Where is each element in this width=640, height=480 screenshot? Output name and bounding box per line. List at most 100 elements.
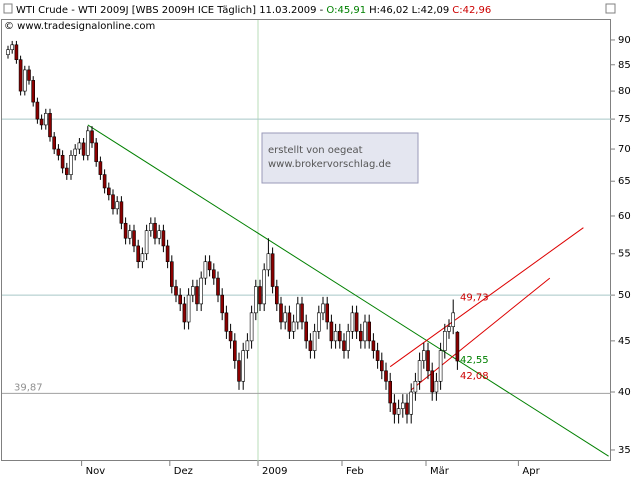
candle-body [354, 312, 359, 332]
candle-body [392, 402, 397, 415]
y-tick-label: 90 [618, 35, 631, 46]
candle-body [447, 326, 451, 332]
candle-body [77, 142, 82, 150]
candle-body [329, 321, 334, 342]
x-tick-label: Apr [522, 466, 540, 477]
ohlc-low: L:42,09 [412, 5, 450, 16]
level-label: 42,08 [460, 371, 489, 382]
candle-body [52, 136, 57, 150]
candle-body [140, 253, 145, 263]
candle-body [195, 286, 199, 305]
candle-body [86, 130, 90, 156]
candle-body [438, 350, 443, 382]
candle-body [337, 331, 342, 342]
trendline [410, 277, 551, 391]
plot-frame [1, 19, 611, 461]
candle-body [342, 340, 346, 351]
candle-body [451, 312, 456, 327]
candle-body [69, 154, 73, 175]
candle-body [233, 340, 237, 361]
candle-body [10, 44, 14, 51]
candle-body [65, 167, 69, 175]
candle-body [409, 391, 414, 415]
candle-body [199, 277, 203, 305]
candle-body [295, 303, 300, 323]
candle-body [426, 350, 430, 372]
candle-body [316, 312, 321, 332]
candle-body [56, 148, 61, 156]
candle-body [170, 261, 174, 287]
support-label: 39,87 [14, 382, 43, 393]
candle-body [249, 312, 254, 342]
candle-body [333, 331, 338, 342]
candle-body [94, 142, 98, 162]
candle-body [203, 261, 208, 279]
copyright: © www.tradesignalonline.com [4, 21, 155, 32]
candle-body [358, 331, 363, 342]
candle-body [274, 286, 279, 305]
icon [605, 3, 616, 14]
y-tick-label: 70 [618, 144, 631, 155]
candle-body [149, 222, 153, 231]
candle-body [27, 69, 31, 81]
y-tick-label: 55 [618, 249, 631, 260]
y-tick-label: 50 [618, 290, 631, 301]
level-label: 49,73 [460, 292, 489, 303]
candle-body [43, 113, 48, 126]
candle-body [388, 380, 393, 404]
candle-body [346, 331, 351, 351]
candle-body [384, 370, 388, 382]
candle-body [18, 59, 23, 92]
candle-body [308, 340, 313, 351]
candle-body [455, 331, 460, 362]
level-label: 42,55 [460, 355, 489, 366]
y-tick-label: 60 [618, 211, 631, 222]
candle-body [254, 286, 258, 314]
candle-body [191, 286, 195, 296]
candle-body [6, 49, 10, 55]
candle-body [123, 222, 128, 239]
ohlc-open: O:45,91 [326, 5, 366, 16]
x-tick-label: 2009 [262, 466, 287, 477]
candle-body [266, 253, 271, 271]
candle-body [279, 303, 283, 323]
y-tick-label: 45 [618, 336, 631, 347]
annotation-text: www.brokervorschlag.de [268, 159, 391, 170]
annotation-box [261, 132, 419, 184]
candle-body [224, 312, 229, 332]
candle-body [350, 312, 355, 332]
candle-body [442, 331, 447, 351]
candle-body [39, 118, 44, 126]
y-tick-label: 65 [618, 176, 631, 187]
title-text: WTI Crude - WTI 2009J [WBS 2009H ICE Täg… [16, 5, 326, 16]
icon [3, 3, 13, 14]
candle-body [371, 340, 376, 351]
candle-body [245, 340, 250, 351]
candle-body [421, 350, 426, 361]
candle-body [363, 321, 367, 342]
candle-body [270, 253, 275, 287]
candle-body [241, 350, 245, 382]
candle-body [90, 130, 94, 144]
candle-body [48, 113, 52, 138]
candle-body [81, 142, 86, 156]
candle-body [312, 331, 317, 351]
candle-body [283, 312, 288, 323]
candle-body [413, 380, 418, 393]
x-tick-label: Dez [174, 466, 193, 477]
candle-body [22, 69, 27, 92]
candle-body [102, 174, 107, 189]
y-tick-label: 75 [618, 114, 631, 125]
ohlc-high: H:46,02 [369, 5, 409, 16]
candle-body [212, 269, 216, 279]
candle-body [60, 154, 65, 169]
candle-body [174, 286, 178, 296]
candle-body [128, 230, 132, 239]
annotation-text: erstellt von oegeat [268, 145, 363, 156]
candle-body [304, 321, 309, 342]
candle-body [321, 303, 325, 314]
candle-body [73, 148, 77, 156]
candle-body [300, 303, 304, 323]
candle-body [153, 222, 157, 239]
